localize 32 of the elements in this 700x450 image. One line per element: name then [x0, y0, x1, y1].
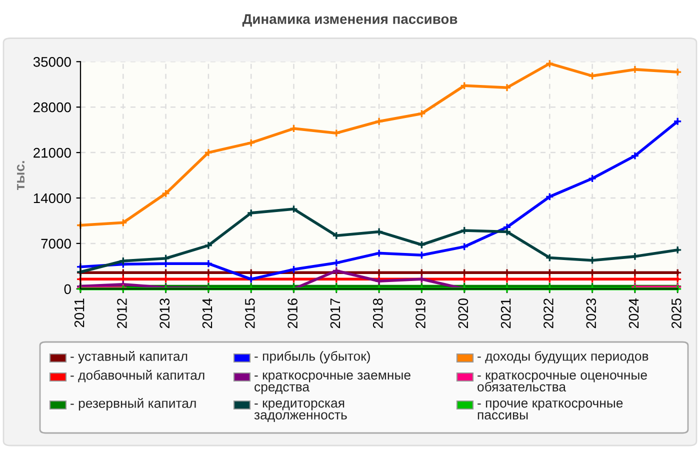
- x-tick-label: 2012: [117, 298, 127, 328]
- legend-label: - доходы будущих периодов: [478, 351, 648, 364]
- x-tick-label: 2024: [628, 298, 639, 328]
- legend-label: - краткосрочные оценочные обязательства: [478, 372, 647, 392]
- x-tick-label: 2018: [372, 298, 383, 328]
- x-tick-label: 2016: [288, 298, 298, 328]
- x-tick-label: 2022: [544, 298, 554, 328]
- x-tick-label: 2011: [74, 298, 84, 328]
- x-tick-label: 2019: [416, 298, 426, 328]
- y-tick-label: 0: [64, 284, 71, 294]
- legend-label: - краткосрочные заемные средства: [254, 372, 410, 394]
- legend-label: - уставный капитал: [70, 351, 188, 364]
- y-tick-label: 21000: [34, 148, 71, 158]
- x-tick-label: 2017: [330, 298, 340, 328]
- y-tick-label: 14000: [34, 193, 71, 204]
- legend-label: - резервный капитал: [70, 398, 196, 411]
- y-axis-title: тыс.: [16, 161, 25, 190]
- chart-title: Динамика изменения пассивов: [242, 14, 458, 27]
- x-tick-label: 2023: [586, 298, 596, 328]
- x-tick-label: 2021: [500, 298, 511, 328]
- x-tick-label: 2015: [244, 298, 255, 328]
- legend-label: - кредиторская задолженность: [254, 400, 347, 422]
- y-tick-label: 28000: [34, 102, 71, 112]
- y-tick-label: 35000: [33, 56, 71, 67]
- legend-label: - прочие краткосрочные пассивы: [478, 400, 623, 420]
- legend-label: - добавочный капитал: [70, 370, 204, 382]
- y-tick-label: 7000: [41, 238, 71, 249]
- legend-label: - прибыль (убыток): [254, 351, 370, 364]
- x-tick-label: 2013: [160, 298, 170, 328]
- x-tick-label: 2014: [202, 298, 212, 328]
- x-tick-label: 2020: [458, 298, 468, 328]
- x-tick-label: 2025: [671, 298, 682, 328]
